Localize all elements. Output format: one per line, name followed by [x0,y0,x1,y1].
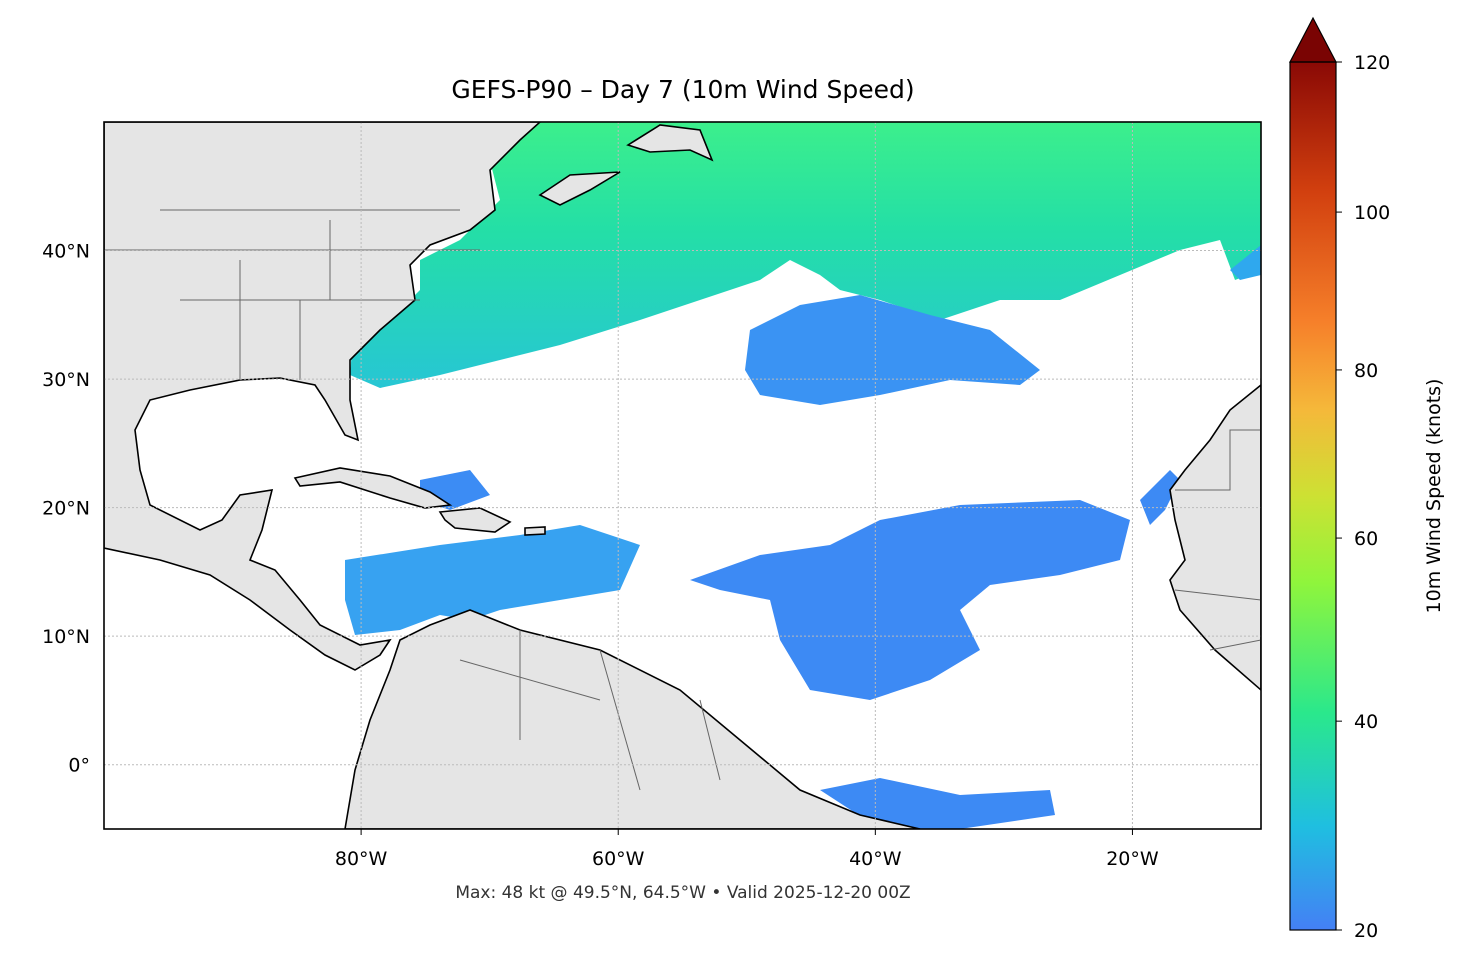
puerto-rico [524,526,546,536]
wind-field [820,778,1055,829]
wind-field [690,500,1130,700]
y-tick-label: 40°N [42,241,90,263]
colorbar-body [1290,62,1336,930]
colorbar-tick-label: 120 [1354,52,1390,74]
colorbar-frame [1289,61,1337,931]
map-frame [103,121,1262,830]
x-tick-label: 40°W [849,848,902,870]
wind-field [1140,470,1180,525]
colorbar-extend [1289,16,1337,63]
colorbar: 20 40 60 80 100 120 10m Wind Speed (knots) [1289,16,1445,942]
grid-layer: 80°W 60°W 40°W 20°W 0° 10°N 20°N 30°N 40°N [42,122,1261,870]
x-tick-label: 80°W [335,848,388,870]
north-central-america [104,122,542,671]
nova-scotia [538,171,621,206]
wind-field [345,525,640,635]
colorbar-label: 10m Wind Speed (knots) [1423,379,1445,614]
y-tick-label: 0° [68,755,90,777]
wind-field [1230,245,1261,280]
y-tick-label: 10°N [42,626,90,648]
colorbar-tick-label: 20 [1354,920,1378,942]
x-tick-label: 20°W [1106,848,1159,870]
footnote: Max: 48 kt @ 49.5°N, 64.5°W • Valid 2025… [455,883,910,903]
x-tick-label: 60°W [592,848,645,870]
map-title: GEFS-P90 – Day 7 (10m Wind Speed) [451,75,914,104]
borders [104,209,1261,791]
y-tick-label: 30°N [42,369,90,391]
cuba [293,467,453,509]
wind-field [745,295,1040,405]
colorbar-tick-label: 60 [1354,528,1378,550]
newfoundland [626,124,714,162]
map-area [104,122,1261,829]
africa [1169,383,1261,692]
colorbar-tick-label: 100 [1354,202,1390,224]
colorbar-tick-label: 80 [1354,360,1378,382]
colorbar-tick-label: 40 [1354,711,1378,733]
y-tick-label: 20°N [42,498,90,520]
